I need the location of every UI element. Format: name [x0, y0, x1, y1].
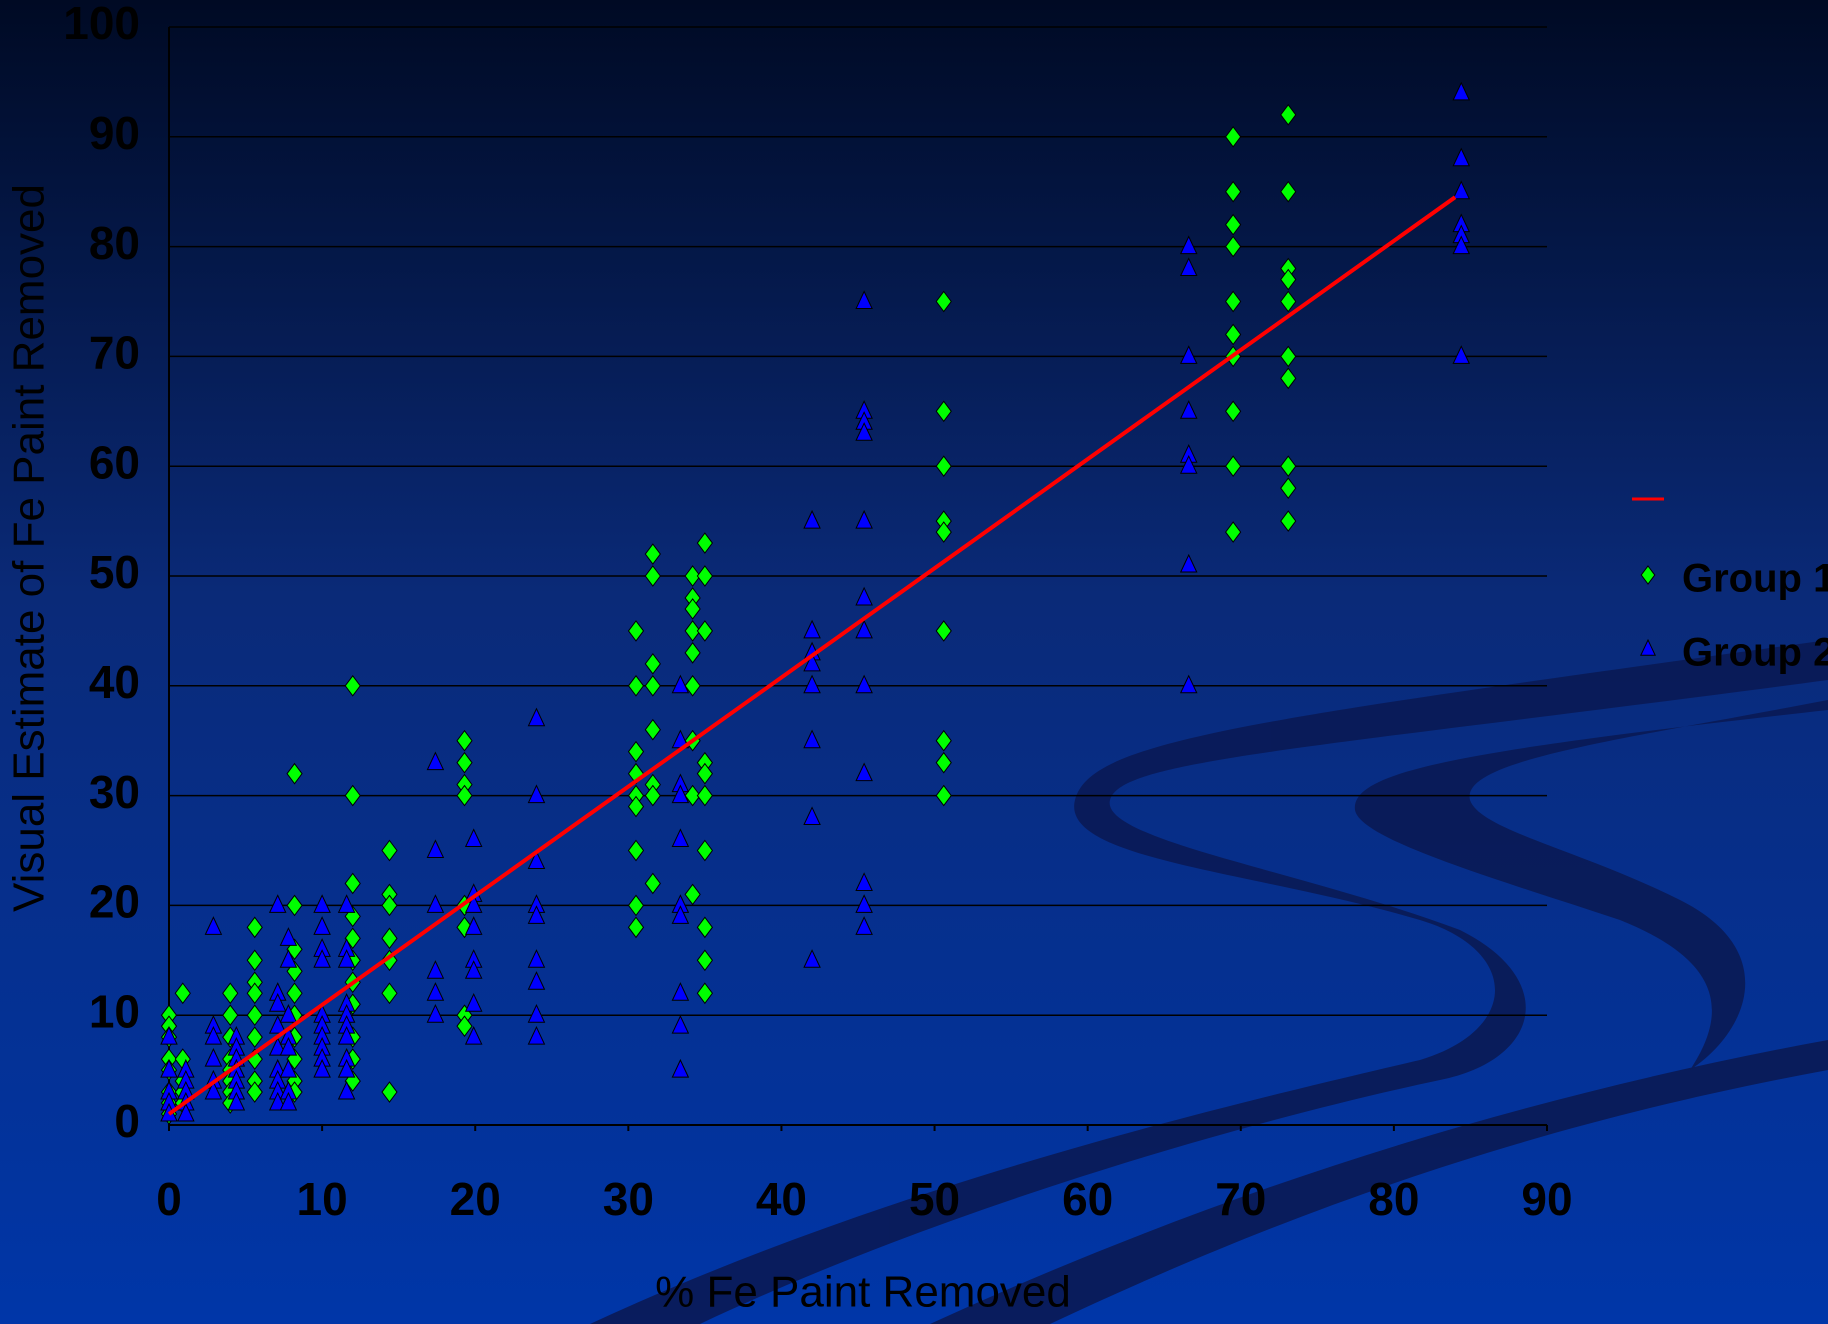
- x-tick-label: 20: [450, 1173, 501, 1225]
- y-tick-label: 60: [89, 436, 140, 488]
- x-tick-label: 40: [756, 1173, 807, 1225]
- page: % Fe Paint Removed Visual Estimate of Fe…: [0, 0, 1828, 1324]
- y-tick-label: 30: [89, 766, 140, 818]
- y-tick-label: 20: [89, 876, 140, 928]
- x-tick-label: 80: [1368, 1173, 1419, 1225]
- y-axis-title: Visual Estimate of Fe Paint Removed: [5, 184, 54, 912]
- y-tick-label: 50: [89, 546, 140, 598]
- x-tick-label: 50: [909, 1173, 960, 1225]
- y-tick-label: 40: [89, 656, 140, 708]
- y-tick-label: 0: [114, 1095, 140, 1147]
- chart: % Fe Paint Removed Visual Estimate of Fe…: [0, 0, 1828, 1324]
- legend-label: Group 2: [1682, 631, 1828, 675]
- x-tick-label: 10: [297, 1173, 348, 1225]
- x-tick-label: 30: [603, 1173, 654, 1225]
- x-tick-label: 70: [1215, 1173, 1266, 1225]
- y-tick-label: 90: [89, 107, 140, 159]
- x-tick-label: 0: [156, 1173, 182, 1225]
- y-tick-label: 80: [89, 217, 140, 269]
- y-tick-label: 70: [89, 327, 140, 379]
- legend-label: Group 1: [1682, 557, 1828, 601]
- y-tick-label: 100: [63, 0, 140, 49]
- y-tick-label: 10: [89, 985, 140, 1037]
- x-tick-label: 60: [1062, 1173, 1113, 1225]
- x-axis-title: % Fe Paint Removed: [655, 1268, 1071, 1317]
- x-tick-label: 90: [1521, 1173, 1572, 1225]
